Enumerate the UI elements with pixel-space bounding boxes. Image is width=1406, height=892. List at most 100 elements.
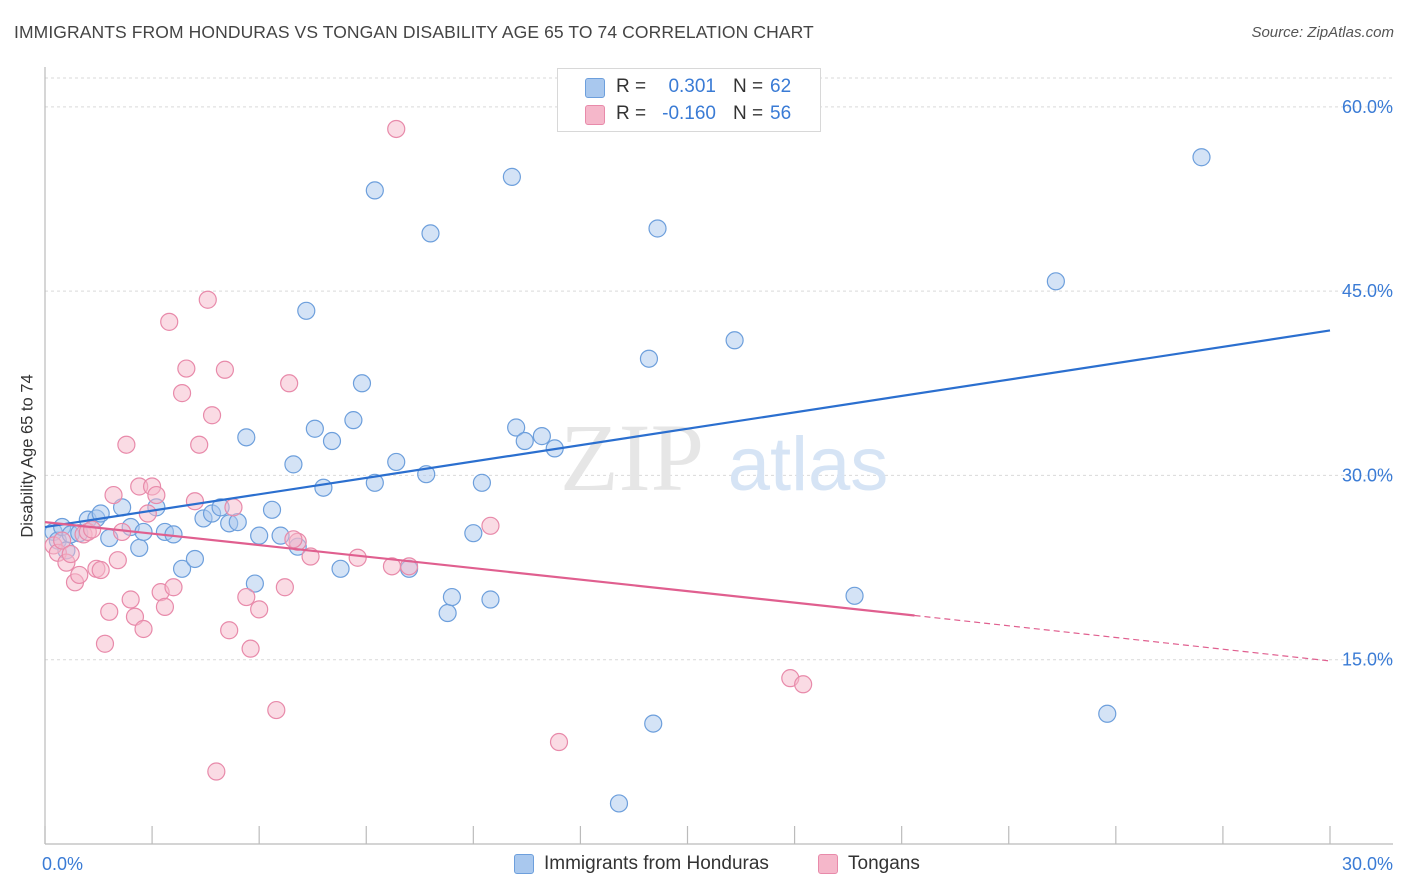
tongan-point bbox=[348, 548, 367, 567]
honduras-point bbox=[1046, 272, 1065, 291]
y-tick-label: 60.0% bbox=[1342, 97, 1393, 117]
honduras-point bbox=[1098, 704, 1117, 723]
tongan-point bbox=[83, 520, 102, 539]
tongan-point bbox=[121, 590, 140, 609]
tongan-point bbox=[280, 374, 299, 393]
honduras-point bbox=[472, 473, 491, 492]
tongan-point bbox=[53, 531, 72, 550]
legend-swatch-blue bbox=[585, 78, 605, 98]
x-tick-label: 0.0% bbox=[42, 854, 83, 874]
tongan-point bbox=[138, 504, 157, 523]
tongan-point bbox=[155, 597, 175, 616]
tongan-point bbox=[215, 360, 234, 379]
honduras-point bbox=[250, 526, 269, 545]
tongan-point bbox=[190, 435, 209, 454]
honduras-point bbox=[237, 428, 256, 447]
honduras-point bbox=[421, 224, 440, 243]
tongan-point bbox=[104, 485, 123, 505]
legend-label: Immigrants from Honduras bbox=[544, 853, 769, 874]
legend-r-value: -0.160 bbox=[662, 103, 716, 124]
honduras-point bbox=[532, 427, 551, 446]
honduras-point bbox=[245, 574, 264, 593]
tongan-point bbox=[275, 578, 294, 597]
honduras-point bbox=[609, 794, 629, 813]
source-label: Source: ZipAtlas.com bbox=[1251, 24, 1394, 41]
tongan-point bbox=[198, 290, 217, 309]
honduras-point bbox=[185, 549, 205, 569]
legend-label: Tongans bbox=[848, 853, 920, 874]
honduras-point bbox=[262, 500, 282, 519]
axes-layer bbox=[44, 67, 1393, 845]
tongan-point bbox=[117, 435, 136, 454]
tongan-trend-line bbox=[44, 521, 915, 617]
tongan-point bbox=[70, 565, 89, 585]
tongan-point bbox=[91, 560, 110, 580]
honduras-point bbox=[387, 452, 406, 472]
honduras-point bbox=[344, 411, 363, 430]
honduras-point bbox=[331, 559, 350, 578]
tongan-point bbox=[284, 530, 303, 549]
tongan-point bbox=[267, 700, 286, 720]
tongan-point bbox=[241, 639, 260, 658]
tongan-point bbox=[160, 312, 179, 331]
honduras-point bbox=[365, 181, 384, 200]
honduras-point bbox=[1192, 148, 1211, 167]
legend-r-value: 0.301 bbox=[668, 76, 716, 97]
grid-layer bbox=[45, 77, 1393, 661]
tongan-point bbox=[61, 544, 80, 564]
tongan-point bbox=[164, 578, 183, 597]
honduras-trend-line bbox=[44, 329, 1331, 529]
tongan-point bbox=[147, 485, 166, 505]
legend-n-label: N = bbox=[733, 103, 764, 124]
honduras-point bbox=[515, 431, 534, 451]
tongan-point bbox=[387, 119, 406, 139]
y-axis-label: Disability Age 65 to 74 bbox=[18, 374, 37, 538]
legend-swatch-blue bbox=[514, 854, 534, 874]
tongan-point bbox=[125, 607, 145, 626]
watermark-atlas: atlas bbox=[728, 422, 889, 507]
tongan-point bbox=[794, 675, 813, 694]
tongan-point bbox=[185, 492, 205, 511]
chart-title: IMMIGRANTS FROM HONDURAS VS TONGAN DISAB… bbox=[14, 22, 814, 42]
legend-swatch-pink bbox=[818, 854, 838, 874]
honduras-point bbox=[365, 473, 384, 492]
series-legend: Immigrants from Honduras Tongans bbox=[0, 852, 1406, 878]
tick-labels: 15.0% 30.0% 45.0% 60.0% 0.0% 30.0% bbox=[42, 97, 1393, 874]
legend-row-tongans: R = -0.160 N = 56 bbox=[558, 101, 820, 127]
legend-r-label: R = bbox=[616, 103, 647, 124]
tongan-point bbox=[134, 619, 153, 639]
honduras-point bbox=[502, 167, 521, 186]
tongan-point bbox=[237, 587, 256, 607]
tongan-point bbox=[481, 516, 500, 535]
x-tick-label: 30.0% bbox=[1342, 854, 1393, 874]
honduras-point bbox=[639, 349, 659, 368]
legend-n-value: 62 bbox=[770, 76, 792, 97]
honduras-point bbox=[845, 586, 864, 605]
tongan-point bbox=[108, 551, 127, 570]
tongan-point bbox=[224, 498, 243, 517]
honduras-point bbox=[644, 714, 663, 733]
legend-row-honduras: R = 0.301 N = 62 bbox=[558, 74, 820, 100]
honduras-point bbox=[442, 587, 462, 607]
legend-n-label: N = bbox=[733, 76, 764, 97]
y-tick-label: 30.0% bbox=[1342, 465, 1393, 485]
tongan-point bbox=[177, 359, 196, 378]
tongan-point bbox=[301, 547, 320, 566]
tongan-point bbox=[207, 762, 226, 781]
tongan-point bbox=[220, 621, 239, 640]
correlation-legend: R = 0.301 N = 62 R = -0.160 N = 56 bbox=[557, 68, 821, 132]
honduras-point bbox=[438, 603, 457, 623]
honduras-point bbox=[284, 455, 303, 474]
honduras-point bbox=[172, 559, 192, 578]
honduras-point bbox=[305, 419, 324, 438]
honduras-point bbox=[507, 418, 526, 437]
watermark-zip: ZIP bbox=[560, 404, 704, 511]
honduras-point bbox=[314, 478, 333, 497]
honduras-point bbox=[464, 524, 483, 543]
honduras-point bbox=[648, 219, 667, 238]
legend-swatch-pink bbox=[585, 105, 605, 125]
trend-layer bbox=[44, 329, 1331, 662]
honduras-point bbox=[297, 301, 316, 320]
tongan-trend-line-extension bbox=[914, 614, 1331, 662]
